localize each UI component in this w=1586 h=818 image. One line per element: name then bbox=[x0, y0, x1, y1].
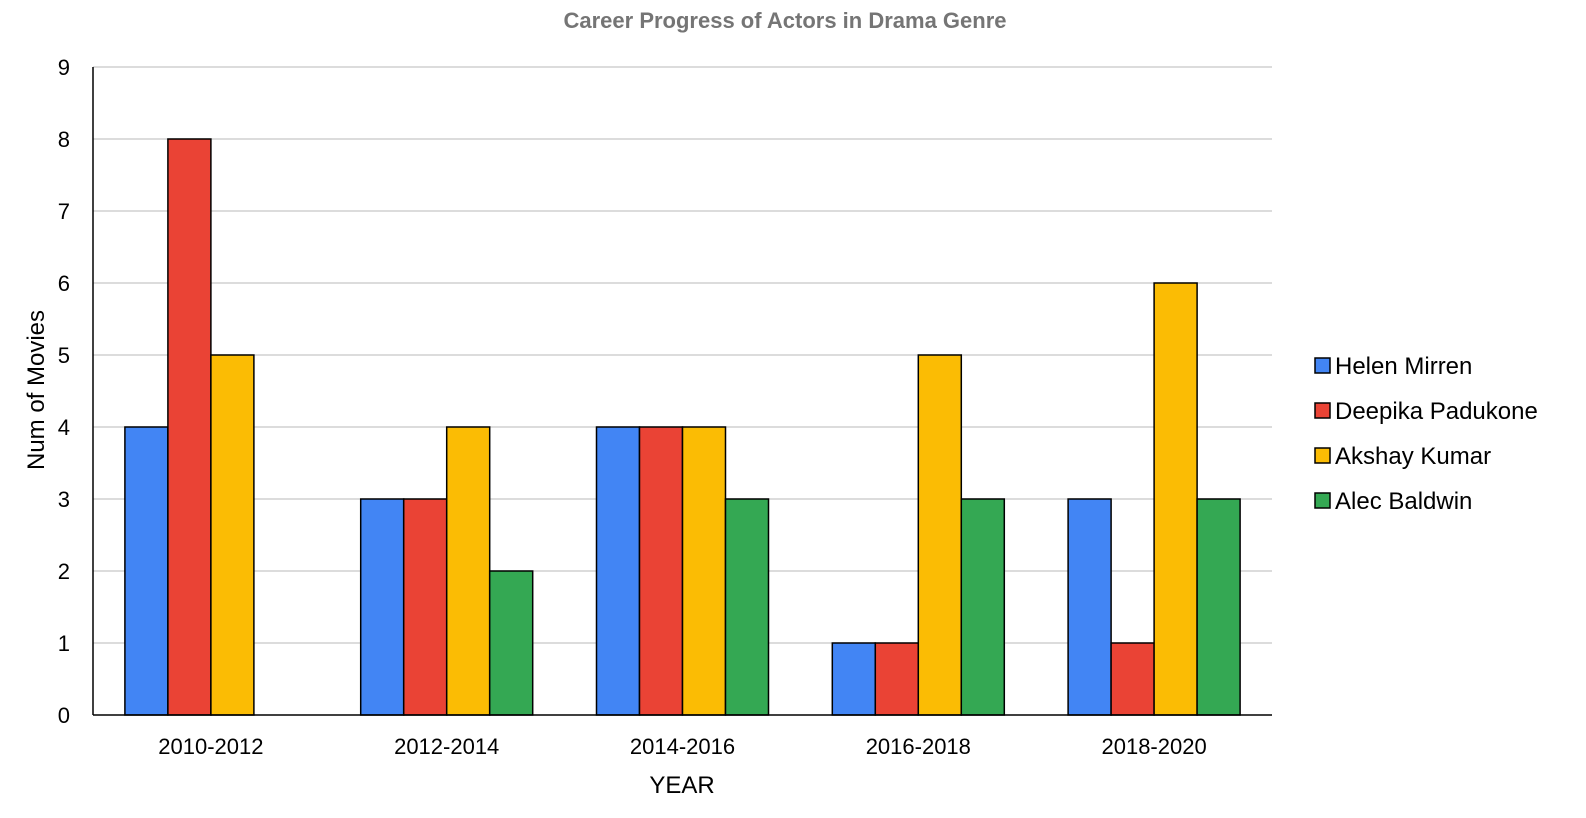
bar-helen-mirren-2016-2018 bbox=[831, 642, 877, 716]
x-tick-label: 2014-2016 bbox=[630, 734, 735, 759]
x-tick-label: 2018-2020 bbox=[1101, 734, 1206, 759]
y-tick-label: 2 bbox=[58, 559, 70, 584]
legend-swatch bbox=[1314, 447, 1331, 464]
y-tick-label: 3 bbox=[58, 487, 70, 512]
bar-deepika-padukone-2012-2014 bbox=[402, 498, 448, 716]
y-tick-label: 1 bbox=[58, 631, 70, 656]
bar-akshay-kumar-2014-2016 bbox=[681, 426, 727, 716]
x-tick-label: 2016-2018 bbox=[866, 734, 971, 759]
legend-label: Deepika Padukone bbox=[1335, 398, 1538, 425]
y-tick-label: 7 bbox=[58, 199, 70, 224]
y-tick-label: 5 bbox=[58, 343, 70, 368]
y-tick-label: 4 bbox=[58, 415, 70, 440]
bar-alec-baldwin-2012-2014 bbox=[488, 570, 534, 716]
axes bbox=[92, 67, 1272, 716]
bar-akshay-kumar-2018-2020 bbox=[1153, 282, 1198, 716]
bar-helen-mirren-2018-2020 bbox=[1067, 498, 1112, 716]
legend-label: Helen Mirren bbox=[1335, 353, 1472, 380]
tick-labels: 0 1 2 3 4 5 6 7 8 9 2010-2012 2012-2014 2014-2016 201… bbox=[58, 55, 1207, 759]
bar-deepika-padukone-2010-2012 bbox=[167, 138, 212, 716]
x-axis-title: YEAR bbox=[649, 772, 714, 799]
legend: Helen Mirren Deepika Padukone Akshay Kumar… bbox=[1314, 353, 1538, 515]
y-tick-label: 9 bbox=[58, 55, 70, 80]
bar-deepika-padukone-2018-2020 bbox=[1110, 642, 1155, 716]
legend-swatch bbox=[1314, 492, 1331, 509]
legend-swatch bbox=[1314, 402, 1331, 419]
bar-akshay-kumar-2012-2014 bbox=[445, 426, 491, 716]
y-tick-label: 0 bbox=[58, 703, 70, 728]
legend-label: Akshay Kumar bbox=[1335, 443, 1491, 470]
bar-helen-mirren-2012-2014 bbox=[359, 498, 405, 716]
bar-akshay-kumar-2010-2012 bbox=[210, 354, 255, 716]
y-axis-title: Num of Movies bbox=[23, 310, 50, 470]
y-tick-label: 6 bbox=[58, 271, 70, 296]
x-tick-label: 2012-2014 bbox=[394, 734, 499, 759]
x-tick-label: 2010-2012 bbox=[158, 734, 263, 759]
bars bbox=[124, 138, 1241, 716]
y-tick-label: 8 bbox=[58, 127, 70, 152]
bar-helen-mirren-2014-2016 bbox=[595, 426, 641, 716]
bar-alec-baldwin-2018-2020 bbox=[1196, 498, 1241, 716]
gridlines bbox=[93, 66, 1272, 644]
bar-alec-baldwin-2014-2016 bbox=[724, 498, 770, 716]
bar-alec-baldwin-2016-2018 bbox=[960, 498, 1006, 716]
chart-title: Career Progress of Actors in Drama Genre bbox=[563, 8, 1006, 33]
legend-label: Alec Baldwin bbox=[1335, 488, 1472, 515]
bar-deepika-padukone-2016-2018 bbox=[874, 642, 920, 716]
bar-akshay-kumar-2016-2018 bbox=[917, 354, 963, 716]
bar-deepika-padukone-2014-2016 bbox=[638, 426, 684, 716]
legend-swatch bbox=[1314, 357, 1331, 374]
bar-helen-mirren-2010-2012 bbox=[124, 426, 169, 716]
